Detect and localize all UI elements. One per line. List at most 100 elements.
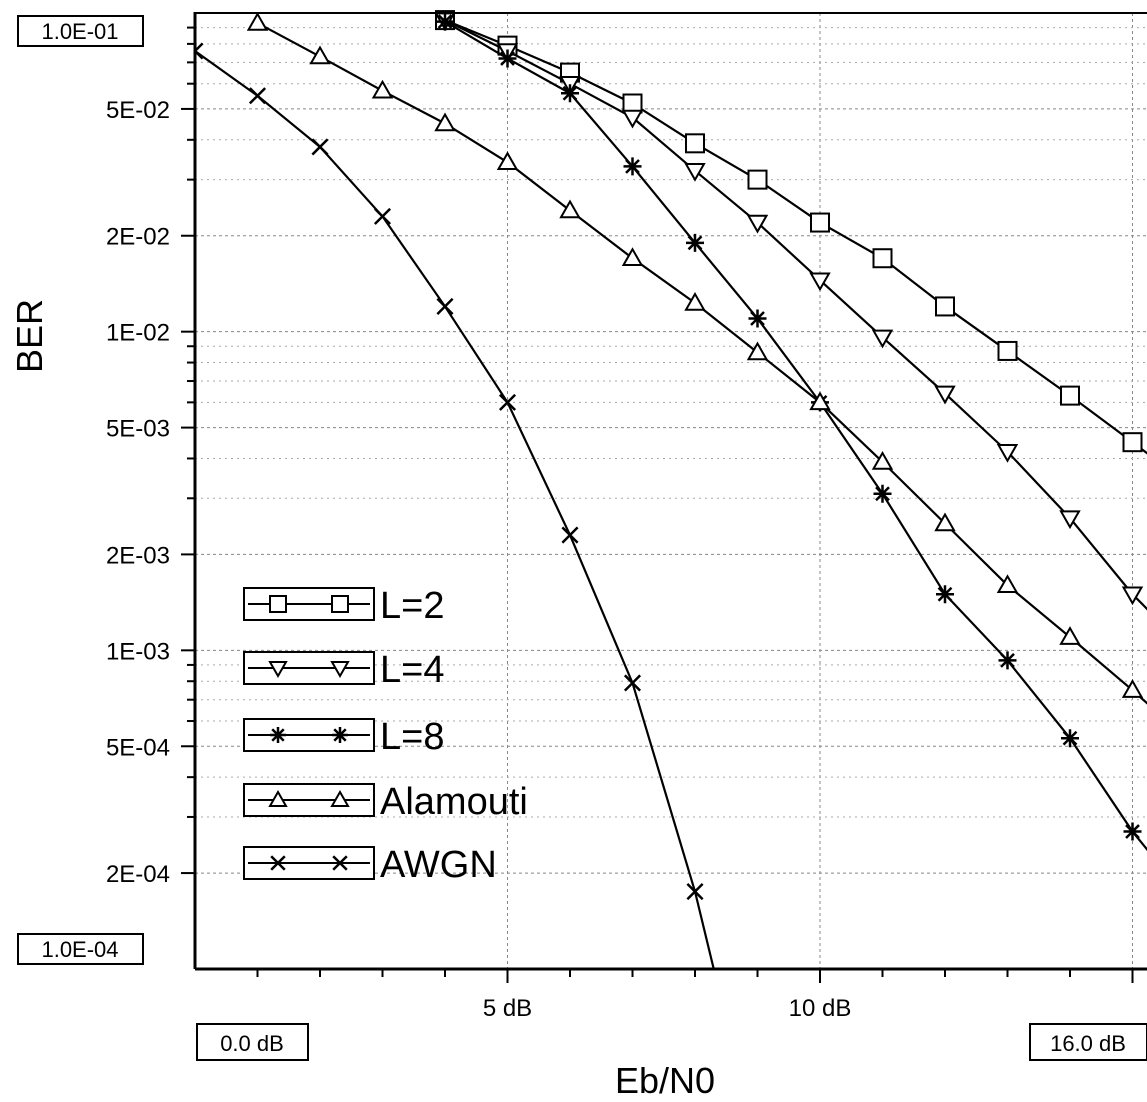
- marker-square: [810, 212, 830, 233]
- marker-triangle-up: [496, 151, 519, 171]
- x-min-box: [196, 1023, 309, 1061]
- marker-triangle-up: [434, 112, 456, 132]
- marker-asterisk: [686, 233, 704, 252]
- marker-asterisk: [1061, 729, 1079, 748]
- marker-x: [373, 207, 392, 225]
- marker-triangle-down: [934, 385, 956, 405]
- x-max-label: 16.0 dB: [1050, 1031, 1126, 1056]
- marker-asterisk: [748, 309, 767, 328]
- marker-x: [248, 87, 267, 105]
- marker-square: [1060, 385, 1080, 406]
- marker-asterisk: [498, 49, 517, 68]
- marker-square: [1122, 432, 1143, 453]
- marker-triangle-down: [809, 272, 831, 292]
- marker-asterisk: [1123, 822, 1142, 841]
- legend-label: AWGN: [380, 844, 497, 886]
- marker-x: [195, 42, 204, 60]
- marker-triangle-down: [996, 443, 1019, 463]
- marker-triangle-down: [330, 661, 350, 679]
- series-alamouti: [246, 12, 1147, 705]
- y-tick-label: 1E-03: [106, 638, 170, 665]
- marker-square: [747, 169, 768, 190]
- y-axis-title: BER: [9, 299, 50, 373]
- x-min-label: 0.0 dB: [220, 1031, 284, 1056]
- y-max-label: 1.0E-01: [41, 19, 118, 44]
- legend-label: Alamouti: [380, 781, 528, 823]
- marker-x: [561, 526, 579, 544]
- series-l-8: [436, 12, 1147, 852]
- marker-triangle-down: [1059, 510, 1081, 530]
- marker-asterisk: [561, 84, 579, 103]
- marker-triangle-up: [246, 12, 269, 31]
- y-tick-label: 2E-02: [106, 224, 170, 251]
- marker-asterisk: [998, 651, 1017, 670]
- marker-triangle-down: [746, 214, 769, 234]
- x-axis-title: Eb/N0: [615, 1060, 715, 1101]
- y-tick-label: 5E-03: [106, 416, 170, 443]
- marker-triangle-up: [621, 247, 644, 266]
- y-min-box: [17, 933, 144, 965]
- marker-x: [686, 883, 704, 901]
- legend-item: L=4: [243, 649, 444, 691]
- series-awgn: [195, 42, 715, 969]
- marker-x: [436, 297, 454, 315]
- marker-x: [498, 393, 517, 411]
- marker-triangle-up: [309, 45, 331, 65]
- legend-item: L=2: [243, 585, 444, 627]
- y-tick-label: 2E-03: [106, 542, 170, 569]
- x-max-box: [1029, 1023, 1147, 1061]
- marker-triangle-down: [621, 109, 644, 129]
- series-line: [256, 22, 1147, 705]
- marker-triangle-down: [1121, 586, 1144, 606]
- marker-asterisk: [436, 12, 454, 31]
- legend-item: Alamouti: [243, 781, 528, 823]
- marker-square: [997, 340, 1018, 361]
- legend-label: L=2: [380, 585, 444, 627]
- marker-square: [685, 133, 705, 154]
- x-tick-label: 5 dB: [483, 995, 532, 1022]
- marker-asterisk: [936, 585, 954, 604]
- marker-triangle-up: [371, 79, 394, 99]
- series-line: [195, 50, 715, 969]
- x-tick-label: 10 dB: [789, 995, 852, 1022]
- marker-triangle-down: [871, 329, 894, 349]
- axes: [193, 12, 1147, 971]
- series-line: [444, 20, 1147, 852]
- marker-triangle-up: [809, 391, 831, 411]
- y-tick-label: 2E-04: [106, 861, 170, 888]
- series-line: [444, 19, 1147, 611]
- marker-x: [270, 855, 286, 871]
- y-max-box: [17, 15, 144, 47]
- legend-label: L=4: [380, 649, 444, 691]
- marker-x: [311, 138, 329, 156]
- axis-bound-labels: 1.0E-01 1.0E-04 0.0 dB 16.0 dB: [17, 15, 1147, 1061]
- legend-item: L=8: [243, 716, 444, 758]
- marker-triangle-up: [559, 199, 581, 219]
- marker-triangle-up: [934, 512, 956, 532]
- ticks: 5E-02 2E-02 1E-02 5E-03 2E-03 1E-03 5E-04 2E-04…: [106, 26, 1134, 1022]
- marker-asterisk: [270, 727, 286, 743]
- marker-square: [269, 595, 287, 613]
- marker-square: [935, 296, 955, 317]
- y-min-label: 1.0E-04: [41, 937, 118, 962]
- legend-item: AWGN: [243, 844, 497, 886]
- y-tick-label: 5E-02: [106, 97, 170, 124]
- series-l-4: [434, 12, 1147, 611]
- marker-asterisk: [332, 727, 348, 743]
- marker-triangle-up: [746, 341, 769, 361]
- marker-asterisk: [623, 157, 642, 176]
- y-tick-label: 1E-02: [106, 320, 170, 347]
- marker-triangle-up: [330, 789, 350, 807]
- marker-asterisk: [873, 484, 892, 503]
- marker-x: [332, 855, 348, 871]
- marker-triangle-up: [871, 450, 894, 470]
- marker-triangle-up: [1121, 679, 1144, 698]
- marker-x: [623, 674, 642, 692]
- marker-square: [331, 595, 349, 613]
- marker-triangle-up: [268, 789, 288, 807]
- legend: L=2 L=4 L=8 Alamouti AWGN: [243, 585, 528, 886]
- series-line: [444, 19, 1147, 455]
- legend-label: L=8: [380, 716, 444, 758]
- marker-triangle-down: [268, 661, 288, 679]
